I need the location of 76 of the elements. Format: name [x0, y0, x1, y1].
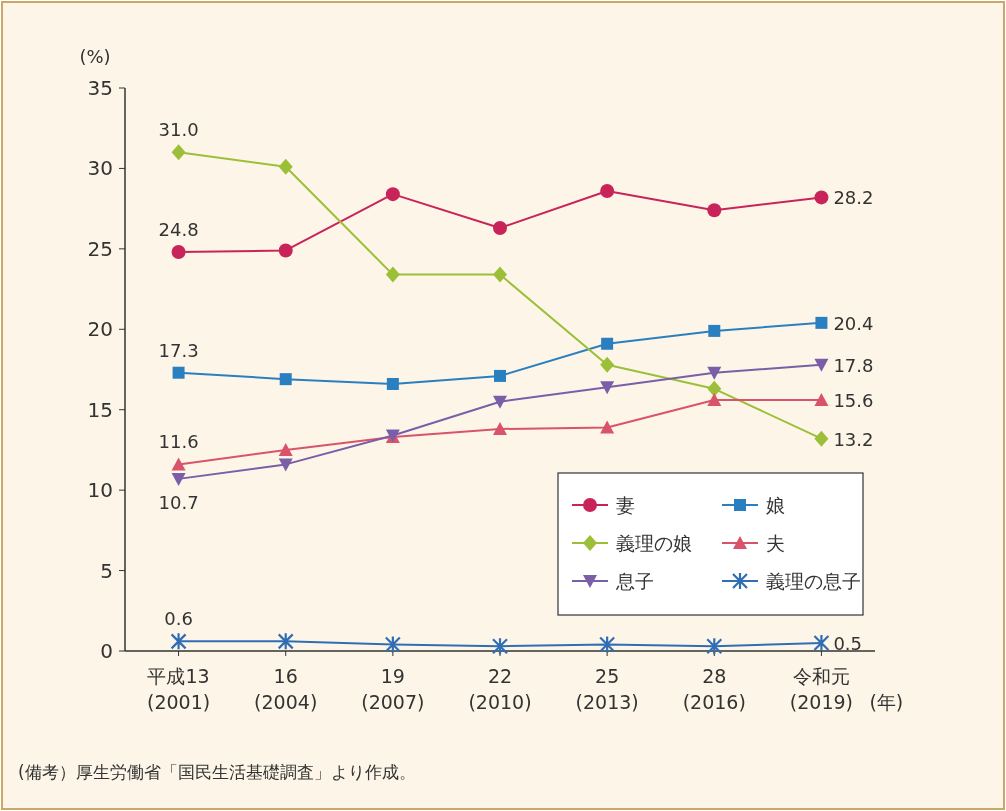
legend-label: 義理の息子 — [766, 570, 861, 592]
point — [707, 380, 722, 397]
y-tick-label: 5 — [100, 558, 113, 583]
y-tick-label: 25 — [87, 236, 113, 261]
y-tick-label: 20 — [87, 317, 113, 342]
point — [815, 316, 828, 329]
x-tick-label: 平成13 (2001) — [146, 665, 211, 713]
y-tick-label: 0 — [100, 639, 113, 663]
data-label: 0.6 — [164, 608, 193, 630]
y-tick-label: 15 — [87, 397, 113, 422]
point — [171, 144, 186, 161]
point — [278, 442, 293, 456]
data-label: 13.2 — [833, 428, 874, 450]
point — [171, 457, 186, 471]
point — [385, 266, 400, 283]
data-label: 10.7 — [158, 491, 199, 513]
point — [814, 393, 829, 407]
x-tick-label: 28 (2016) — [682, 665, 746, 713]
point — [278, 158, 293, 175]
point — [277, 632, 294, 651]
legend-label: 妻 — [616, 494, 635, 516]
x-tick-label: 22 (2010) — [468, 665, 532, 713]
legend-label: 夫 — [766, 532, 785, 554]
point — [170, 632, 187, 651]
legend-label: 息子 — [615, 570, 654, 592]
data-label: 17.8 — [833, 354, 874, 376]
legend-label: 義理の娘 — [616, 532, 692, 554]
point — [278, 458, 293, 472]
point — [707, 203, 722, 218]
point — [493, 220, 507, 235]
data-label: 28.2 — [833, 187, 874, 209]
data-label: 0.5 — [833, 632, 863, 654]
point — [600, 183, 615, 198]
x-tick-label: 令和元 (2019) — [789, 665, 854, 713]
point — [706, 637, 723, 656]
point — [600, 356, 615, 373]
point — [279, 373, 292, 386]
point — [278, 243, 293, 258]
point — [493, 266, 507, 283]
y-tick-label: 30 — [87, 156, 113, 181]
point — [600, 381, 615, 395]
point — [494, 369, 506, 382]
point — [386, 377, 399, 390]
data-label: 31.0 — [158, 119, 199, 141]
data-label: 11.6 — [158, 431, 199, 453]
x-tick-label: 25 (2013) — [575, 665, 639, 713]
point — [601, 337, 614, 350]
point — [814, 190, 829, 205]
point — [814, 430, 829, 447]
point — [814, 358, 829, 372]
x-axis-title: (年) — [869, 691, 904, 713]
text: (備考）厚生労働省「国民生活基礎調査」より作成。 — [18, 762, 416, 782]
y-tick-label: 10 — [87, 478, 113, 503]
y-tick-label: 35 — [87, 76, 113, 100]
point — [708, 324, 721, 337]
point — [707, 393, 722, 407]
data-label: 20.4 — [833, 312, 874, 334]
point — [384, 635, 401, 654]
point — [172, 366, 185, 379]
point — [707, 366, 722, 380]
x-tick-label: 16 (2004) — [254, 665, 318, 713]
data-label: 24.8 — [158, 219, 199, 241]
data-label: 15.6 — [833, 390, 874, 412]
x-tick-label: 19 (2007) — [361, 665, 425, 713]
point — [600, 420, 615, 434]
point — [813, 633, 830, 653]
point — [493, 422, 507, 436]
point — [493, 395, 507, 409]
point — [385, 187, 400, 202]
point — [171, 245, 186, 260]
y-axis-title: (%) — [79, 46, 111, 67]
legend-label: 娘 — [766, 494, 785, 516]
point — [171, 472, 186, 486]
point — [491, 637, 509, 656]
data-label: 17.3 — [158, 339, 199, 361]
point — [599, 635, 616, 654]
